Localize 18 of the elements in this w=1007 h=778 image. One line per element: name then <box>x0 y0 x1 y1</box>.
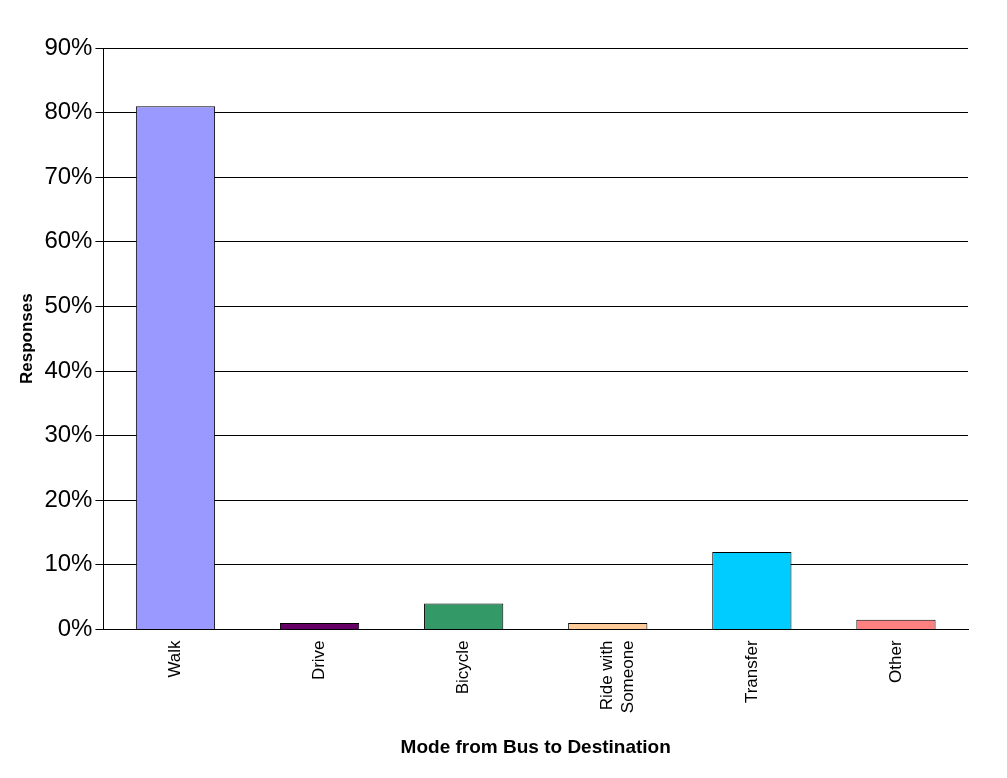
y-tick-label: 60% <box>44 226 93 254</box>
x-tick-label: Transfer <box>741 640 761 704</box>
x-axis-title: Mode from Bus to Destination <box>400 735 671 757</box>
y-tick-label: 30% <box>44 420 93 448</box>
x-tick-label: Bicycle <box>453 640 473 695</box>
y-tick-label: 40% <box>44 355 93 383</box>
y-tick-label: 50% <box>44 291 93 319</box>
y-tick-label: 20% <box>44 484 93 512</box>
y-tick-label: 10% <box>44 549 93 577</box>
x-tick-label: Walk <box>165 639 185 678</box>
y-tick-label: 90% <box>44 32 93 60</box>
x-tick-label: Drive <box>309 640 329 681</box>
y-axis-title: Responses <box>16 293 36 385</box>
x-tick-label: Ride with Someone <box>597 640 637 714</box>
y-tick-label: 70% <box>44 161 93 189</box>
y-tick-label: 0% <box>57 614 93 642</box>
x-tick-label: Other <box>885 640 905 683</box>
y-tick-label: 80% <box>44 97 93 125</box>
